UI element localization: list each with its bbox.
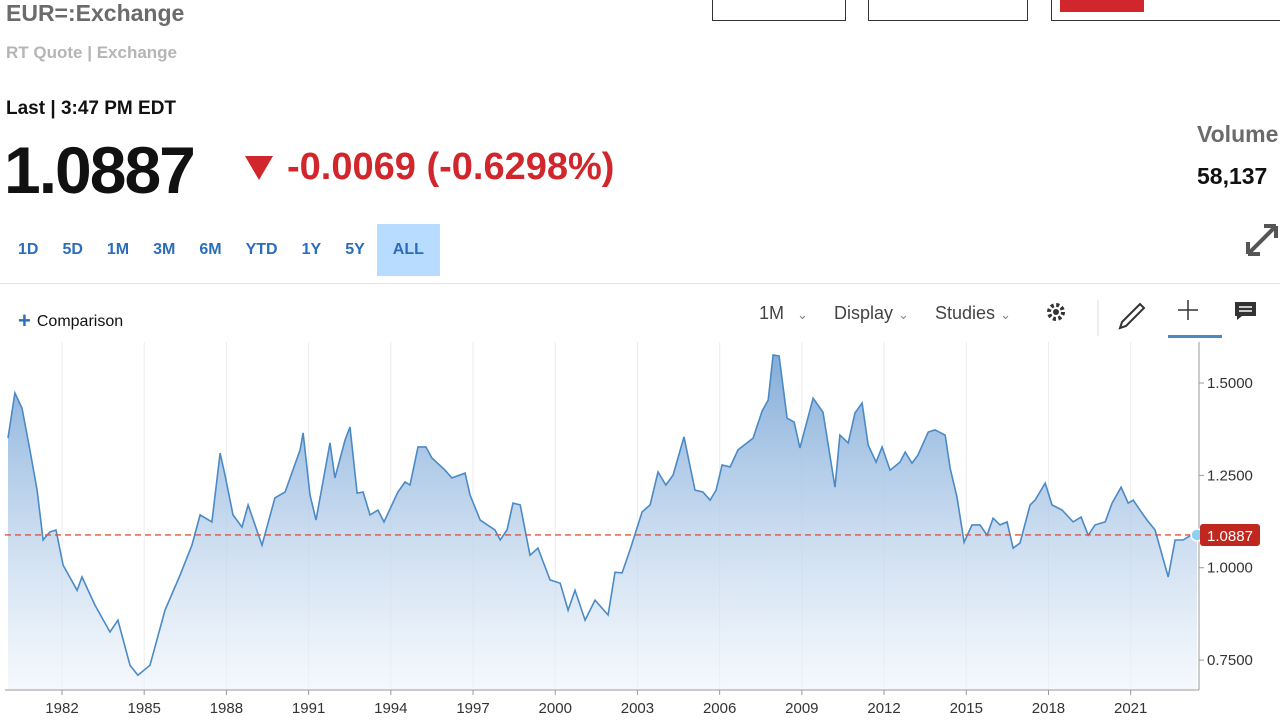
range-button[interactable]: 1M xyxy=(106,241,130,258)
range-button[interactable]: YTD xyxy=(245,241,278,258)
line xyxy=(7,353,1198,677)
x-tick-label: 1997 xyxy=(456,700,489,717)
display-label: Display xyxy=(834,303,894,323)
x-tick-label: 2009 xyxy=(785,700,818,717)
x-tick-label: 2000 xyxy=(539,700,572,717)
top-button[interactable] xyxy=(1051,0,1280,21)
x-tick-label: 2012 xyxy=(867,700,900,717)
range-button[interactable]: 6M xyxy=(199,241,222,258)
toolbar-icons xyxy=(1047,300,1256,338)
last-value-box xyxy=(1200,523,1260,546)
y-tick-label: 1.2500 xyxy=(1207,467,1253,484)
divider xyxy=(0,283,1280,284)
symbol-title: EUR=:Exchange xyxy=(6,0,185,26)
x-tick-label: 2003 xyxy=(621,700,654,717)
down-arrow xyxy=(245,156,273,180)
x-tick-label: 1991 xyxy=(292,700,325,717)
range-buttons: 1D 5D 1M 3M 6M YTD 1Y 5Y ALL xyxy=(6,224,440,276)
x-tick-label: 2021 xyxy=(1114,700,1147,717)
x-tick-label: 1988 xyxy=(210,700,243,717)
expand-icon[interactable] xyxy=(1246,224,1280,256)
range-button[interactable]: 1D xyxy=(18,241,39,258)
y-tick-label: 1.5000 xyxy=(1207,375,1253,392)
price-change: -0.0069 (-0.6298%) xyxy=(287,146,615,188)
last-value-label: 1.0887 xyxy=(1207,528,1253,545)
last-time: Last | 3:47 PM EDT xyxy=(6,98,177,119)
volume-label: Volume xyxy=(1197,121,1279,147)
comparison-button[interactable]: + Comparison xyxy=(18,308,124,333)
top-button[interactable] xyxy=(868,0,1028,21)
range-button[interactable]: 5Y xyxy=(345,241,365,258)
quote-source: RT Quote | Exchange xyxy=(6,43,178,62)
comparison-label: Comparison xyxy=(36,313,124,330)
display-menu[interactable]: Display ⌄ xyxy=(834,303,909,323)
range-button[interactable]: 3M xyxy=(153,241,176,258)
range-button[interactable]: 5D xyxy=(62,241,83,258)
studies-menu[interactable]: Studies ⌄ xyxy=(935,303,1011,323)
price: 1.0887 xyxy=(4,133,196,207)
range-button[interactable]: ALL xyxy=(376,224,440,276)
studies-label: Studies xyxy=(935,303,996,323)
top-button[interactable] xyxy=(712,0,846,21)
volume: 58,137 xyxy=(1197,163,1268,189)
y-tick-label: 0.7500 xyxy=(1207,652,1253,669)
area xyxy=(8,354,1197,690)
x-tick-label: 1982 xyxy=(45,700,78,717)
x-tick-label: 2006 xyxy=(703,700,736,717)
x-tick-label: 2018 xyxy=(1032,700,1065,717)
x-tick-label: 1994 xyxy=(374,700,407,717)
range-button[interactable]: 1Y xyxy=(301,241,322,258)
x-tick-label: 2015 xyxy=(950,700,983,717)
x-tick-label: 1985 xyxy=(128,700,161,717)
y-tick-label: 1.0000 xyxy=(1207,560,1253,577)
interval-label: 1M xyxy=(759,303,785,323)
interval-menu[interactable]: 1M ⌄ xyxy=(759,303,808,323)
